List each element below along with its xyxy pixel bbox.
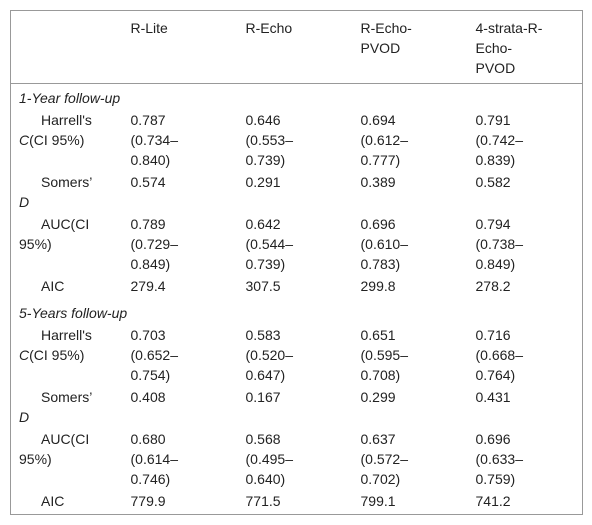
label-part: D [19, 194, 30, 210]
row-label: Somers’ D [11, 171, 123, 213]
column-header: R-Echo [237, 10, 353, 84]
value-cell: 0.789 (0.729–0.849) [130, 216, 178, 272]
header-row: R-Lite R-Echo R-Echo-PVOD 4-strata-R-Echo-P… [10, 10, 583, 84]
value-cell: 0.716 (0.668–0.764) [475, 327, 523, 383]
value-cell: 0.408 [130, 389, 166, 405]
value-cell: 0.680 (0.614–0.746) [130, 431, 178, 487]
value-cell: 0.791 (0.742–0.839) [475, 112, 523, 168]
data-row: AIC 779.9 771.5 799.1 741.2 [11, 490, 583, 515]
label-part: (CI 95%) [29, 132, 85, 148]
value-cell: 0.642 (0.544–0.739) [245, 216, 293, 272]
value-cell: 307.5 [245, 278, 281, 294]
value-cell: 0.167 [245, 389, 281, 405]
label-part: Somers’ [41, 389, 92, 405]
section-title: 1-Year follow-up [19, 90, 121, 106]
value-cell: 799.1 [360, 493, 396, 509]
value-cell: 741.2 [475, 493, 511, 509]
row-label: Harrell's C(CI 95%) [11, 109, 123, 171]
label-part: C [19, 132, 30, 148]
label-part: Harrell's [41, 327, 92, 343]
value-cell: 0.583 (0.520–0.647) [245, 327, 293, 383]
data-row: AIC 279.4 307.5 299.8 278.2 [11, 275, 583, 299]
row-label: AUC(CI 95%) [11, 428, 123, 490]
value-cell: 299.8 [360, 278, 396, 294]
section-row: 1-Year follow-up [11, 84, 583, 110]
value-cell: 0.696 (0.610–0.783) [360, 216, 408, 272]
value-cell: 0.431 [475, 389, 511, 405]
value-cell: 0.299 [360, 389, 396, 405]
value-cell: 0.291 [245, 174, 281, 190]
label-part: Harrell's [41, 112, 92, 128]
row-label: AUC(CI 95%) [11, 213, 123, 275]
value-cell: 0.389 [360, 174, 396, 190]
results-table: R-Lite R-Echo R-Echo-PVOD 4-strata-R-Echo-P… [10, 10, 583, 515]
value-cell: 278.2 [475, 278, 511, 294]
data-row: Somers’ D 0.574 0.291 0.389 0.582 [11, 171, 583, 213]
data-row: Harrell's C(CI 95%) 0.787 (0.734–0.840) 0.… [11, 109, 583, 171]
value-cell: 0.703 (0.652–0.754) [130, 327, 178, 383]
section-title: 5-Years follow-up [19, 305, 128, 321]
value-cell: 0.794 (0.738–0.849) [475, 216, 523, 272]
row-label: AIC [11, 490, 123, 515]
value-cell: 0.787 (0.734–0.840) [130, 112, 178, 168]
label-part: AIC [41, 493, 65, 509]
row-label: Somers’ D [11, 386, 123, 428]
label-part: (CI 95%) [29, 347, 85, 363]
value-cell: 279.4 [130, 278, 166, 294]
table-header: R-Lite R-Echo R-Echo-PVOD 4-strata-R-Echo-P… [10, 10, 583, 84]
label-part: C [19, 347, 30, 363]
column-header: R-Lite [122, 10, 238, 84]
value-cell: 0.646 (0.553–0.739) [245, 112, 293, 168]
data-row: AUC(CI 95%) 0.680 (0.614–0.746) 0.568 (0.4… [11, 428, 583, 490]
value-cell: 0.637 (0.572–0.702) [360, 431, 408, 487]
row-label: Harrell's C(CI 95%) [11, 324, 123, 386]
value-cell: 0.582 [475, 174, 511, 190]
value-cell: 779.9 [130, 493, 166, 509]
value-cell: 0.696 (0.633–0.759) [475, 431, 523, 487]
section-row: 5-Years follow-up [11, 299, 583, 324]
value-cell: 0.694 (0.612–0.777) [360, 112, 408, 168]
data-row: Harrell's C(CI 95%) 0.703 (0.652–0.754) 0.… [11, 324, 583, 386]
value-cell: 0.651 (0.595–0.708) [360, 327, 408, 383]
column-header: R-Echo-PVOD [352, 10, 468, 84]
label-part: AUC(CI 95%) [19, 216, 90, 252]
row-label: AIC [11, 275, 123, 299]
label-part: AUC(CI 95%) [19, 431, 90, 467]
value-cell: 0.574 [130, 174, 166, 190]
data-row: Somers’ D 0.408 0.167 0.299 0.431 [11, 386, 583, 428]
corner-cell [10, 10, 123, 84]
value-cell: 0.568 (0.495–0.640) [245, 431, 293, 487]
table-body: 1-Year follow-up Harrell's C(CI 95%) 0.787… [11, 84, 583, 515]
label-part: Somers’ [41, 174, 92, 190]
value-cell: 771.5 [245, 493, 281, 509]
data-row: AUC(CI 95%) 0.789 (0.729–0.849) 0.642 (0.5… [11, 213, 583, 275]
label-part: AIC [41, 278, 65, 294]
column-header: 4-strata-R-Echo-PVOD [467, 10, 583, 84]
label-part: D [19, 409, 30, 425]
